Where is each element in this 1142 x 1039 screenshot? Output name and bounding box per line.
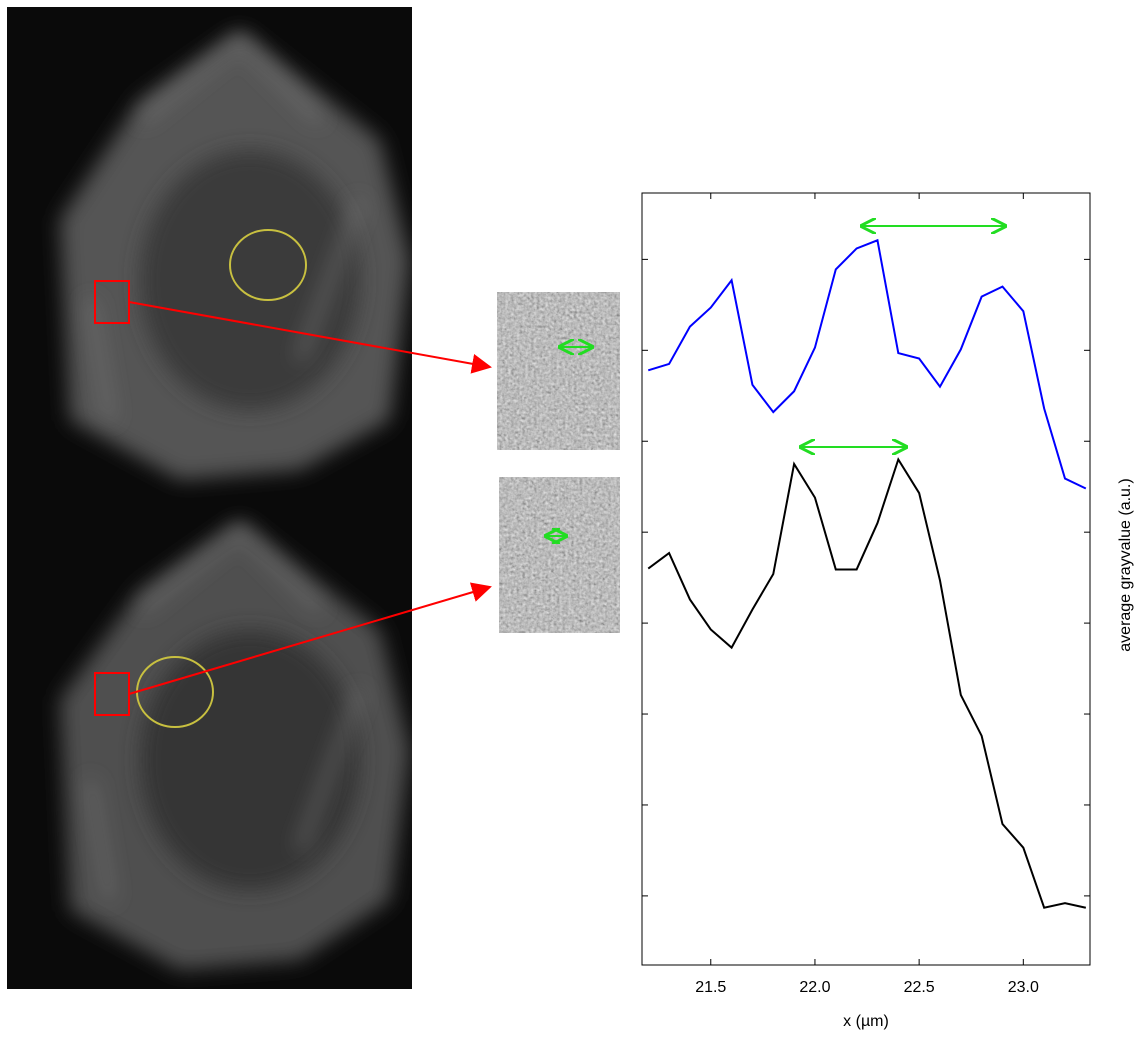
micrograph-bottom (7, 505, 412, 989)
data-line (648, 240, 1086, 488)
x-tick-label: 22.5 (904, 979, 935, 996)
x-tick-label: 21.5 (695, 979, 726, 996)
figure: x (µm) average grayvalue (a.u.) 21.5 22.0… (0, 0, 1142, 1039)
inset-image (497, 292, 620, 450)
inset-image (499, 477, 620, 633)
x-axis-label: x (µm) (843, 1013, 889, 1030)
x-tick-label: 22.0 (799, 979, 830, 996)
micrograph-top (7, 7, 412, 505)
y-axis-label: average grayvalue (a.u.) (1117, 478, 1134, 651)
data-line (648, 459, 1086, 907)
x-tick-label: 23.0 (1008, 979, 1039, 996)
